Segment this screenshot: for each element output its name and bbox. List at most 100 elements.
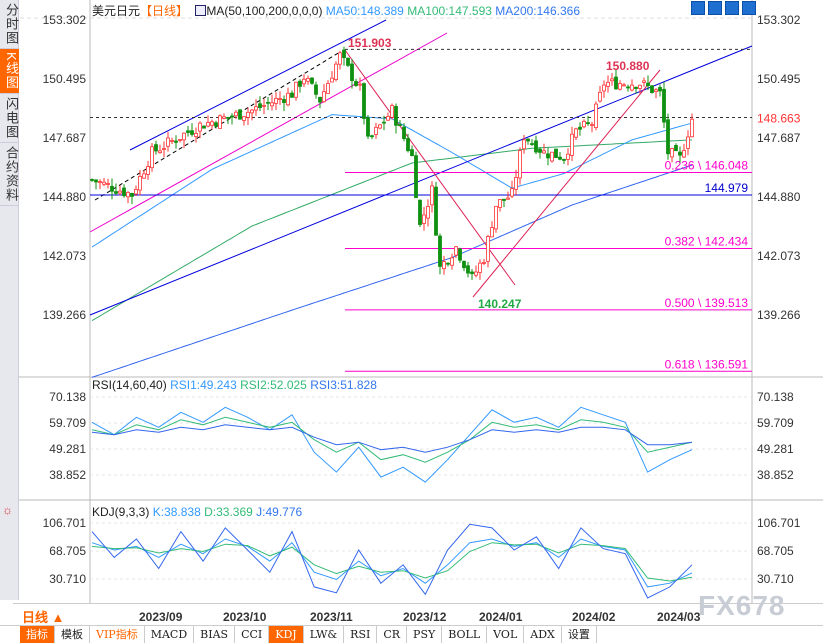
symbol-title: 美元日元 (92, 4, 141, 18)
toolbar-button-12[interactable]: VOL (487, 626, 525, 643)
rsi2-line (91, 416, 693, 463)
kdj-k-value: K:38.838 (152, 505, 201, 519)
candle-body (98, 181, 102, 184)
candle-body (446, 262, 450, 265)
candle-body (278, 98, 282, 101)
date-label: 2024/02 (572, 610, 616, 624)
candle-body (666, 119, 670, 155)
date-label: 2023/10 (223, 610, 267, 624)
indicator-toolbar: 指标 模板 VIP指标 MACD BIAS CCI KDJ LW& RSI CR PSY BOLL VO… (0, 625, 823, 643)
zoom-range-tool-icon[interactable] (708, 1, 722, 15)
candle-body (502, 198, 506, 201)
toolbar-button-8[interactable]: RSI (344, 626, 378, 643)
chart-header: 美元日元【日线】 MA(50,100,200,0,0,0) MA50:148.3… (92, 2, 580, 19)
candle-body (562, 159, 566, 161)
candle-body (674, 145, 678, 152)
rsi1-value: RSI1:49.243 (170, 378, 237, 392)
candle-body (246, 111, 250, 118)
candle-body (118, 190, 122, 194)
chart-canvas[interactable]: 153.302 153.302 150.495 150.495 147.687 147.6… (0, 0, 823, 625)
candle-body (630, 84, 634, 91)
candle-body (362, 83, 366, 119)
support-label: 144.979 (705, 181, 749, 195)
candle-body (262, 105, 266, 107)
candle-body (270, 102, 274, 107)
y-tick-label: 49.281 (49, 442, 86, 456)
fib-label: 0.618 \ 136.591 (665, 357, 749, 371)
toolbar-button-0[interactable]: 指标 (20, 626, 55, 643)
toolbar-button-7[interactable]: LW& (304, 626, 345, 643)
y-tick-label-right: 150.495 (757, 72, 801, 86)
toolbar-button-1[interactable]: 模板 (55, 626, 90, 643)
toolbar-button-4[interactable]: BIAS (194, 626, 236, 643)
toolbar-button-11[interactable]: BOLL (442, 626, 488, 643)
y-tick-label: 139.266 (43, 308, 87, 322)
toolbar-button-10[interactable]: PSY (407, 626, 443, 643)
tab-kline[interactable]: K线图 (0, 49, 19, 94)
candle-body (450, 257, 454, 266)
candle-body (154, 144, 158, 152)
play-tool-icon[interactable] (725, 1, 739, 15)
candle-body (346, 57, 350, 66)
candle-body (114, 191, 118, 194)
toolbar-button-2[interactable]: VIP指标 (90, 626, 145, 643)
candle-body (622, 84, 626, 87)
trendline-lower (89, 45, 753, 316)
candle-body (274, 98, 278, 104)
candle-body (358, 83, 362, 86)
candle-body (102, 181, 106, 185)
crosshair-tool-icon[interactable] (691, 1, 705, 15)
candle-body (150, 146, 154, 169)
candle-body (570, 133, 574, 156)
candle-body (130, 192, 134, 197)
candle-body (606, 81, 610, 87)
candle-body (186, 130, 190, 133)
candle-body (602, 84, 606, 92)
candle-body (318, 96, 322, 103)
candle-body (514, 176, 518, 190)
candle-body (478, 262, 482, 273)
candle-body (110, 185, 114, 192)
y-tick-label-right: 144.880 (757, 190, 801, 204)
candle-body (522, 139, 526, 150)
candle-body (482, 262, 486, 264)
move-right-tool-icon[interactable] (742, 1, 756, 15)
ma50-value: MA50:148.389 (325, 4, 404, 18)
candle-body (438, 235, 442, 267)
candle-body (406, 138, 410, 152)
y-tick-label: 106.701 (43, 516, 87, 530)
toolbar-button-5[interactable]: CCI (235, 626, 270, 643)
toolbar-button-9[interactable]: CR (377, 626, 408, 643)
candle-body (658, 87, 662, 92)
candle-body (530, 143, 534, 145)
candle-body (230, 115, 234, 118)
toolbar-button-6[interactable]: KDJ (269, 626, 304, 643)
period-selector[interactable]: 日线 ▲ (22, 610, 65, 625)
y-tick-label: 30.710 (49, 572, 86, 586)
candle-body (106, 183, 110, 185)
toolbar-button-13[interactable]: ADX (524, 626, 562, 643)
candle-body (494, 205, 498, 230)
candle-body (430, 185, 434, 206)
tab-timeshare[interactable]: 分时图 (0, 0, 19, 49)
rsi1-line (91, 406, 693, 483)
candle-body (634, 86, 638, 89)
candle-body (462, 260, 466, 269)
toolbar-button-14[interactable]: 设置 (562, 626, 597, 643)
candle-body (126, 192, 130, 198)
y-tick-label: 147.687 (43, 131, 87, 145)
high-annotation: 150.880 (606, 59, 650, 73)
candle-body (642, 80, 646, 83)
tab-flash[interactable]: 闪电图 (0, 94, 19, 143)
candle-body (306, 78, 310, 82)
toolbar-button-3[interactable]: MACD (145, 626, 195, 643)
candle-body (382, 121, 386, 124)
candle-body (294, 81, 298, 98)
candle-body (526, 138, 530, 142)
trendline-upper (129, 19, 387, 151)
candle-body (218, 115, 222, 129)
candle-body (386, 115, 390, 121)
candle-body (322, 91, 326, 103)
settings-sun-icon[interactable]: ☼ (2, 503, 13, 517)
tab-contract-info[interactable]: 合约资料 (0, 143, 19, 206)
